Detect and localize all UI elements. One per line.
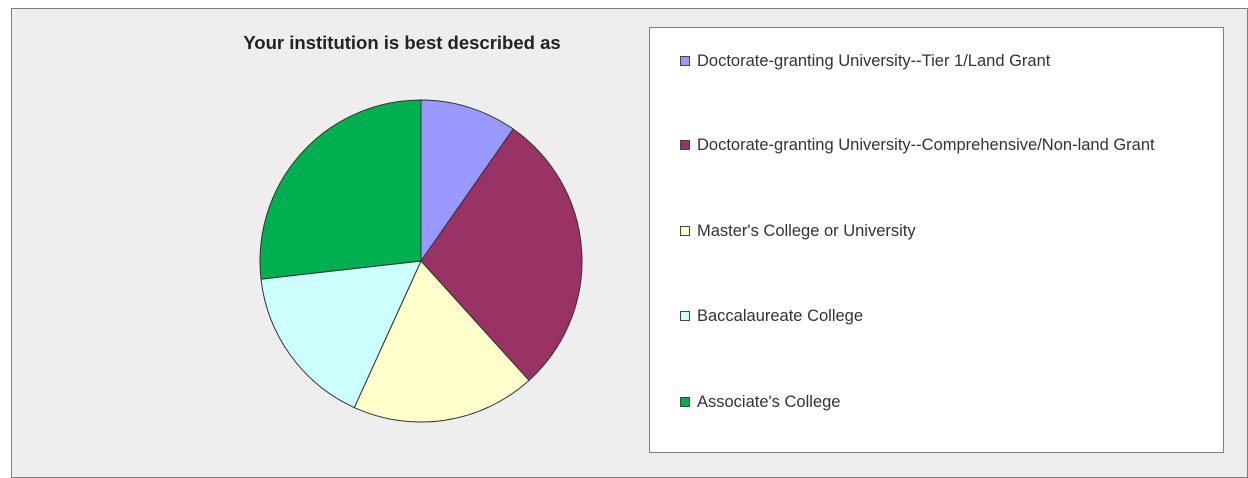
legend-label: Baccalaureate College xyxy=(697,307,864,325)
legend-label: Doctorate-granting University--Comprehen… xyxy=(697,136,1155,154)
legend-swatch xyxy=(680,311,690,321)
pie-slice-1 xyxy=(420,99,514,262)
pie-slice-3 xyxy=(353,260,530,423)
legend-entry: Master's College or University xyxy=(680,221,1205,242)
chart-title: Your institution is best described as xyxy=(243,32,561,53)
legend-swatch xyxy=(680,226,690,236)
legend-entry: Associate's College xyxy=(680,392,1205,413)
pie-slice-4 xyxy=(260,260,422,409)
legend-label: Master's College or University xyxy=(697,222,916,240)
legend-label: Doctorate-granting University--Tier 1/La… xyxy=(697,52,1051,70)
legend-swatch xyxy=(680,140,690,150)
pie-chart xyxy=(259,99,583,423)
pie-slice-2 xyxy=(420,128,583,381)
pie-slice-5 xyxy=(259,99,422,280)
chart-legend: Doctorate-granting University--Tier 1/La… xyxy=(649,27,1224,453)
legend-swatch xyxy=(680,397,690,407)
legend-swatch xyxy=(680,56,690,66)
legend-entry: Doctorate-granting University--Comprehen… xyxy=(680,135,1205,156)
legend-label: Associate's College xyxy=(697,393,841,411)
legend-entry: Baccalaureate College xyxy=(680,306,1205,327)
legend-entry: Doctorate-granting University--Tier 1/La… xyxy=(680,51,1205,72)
